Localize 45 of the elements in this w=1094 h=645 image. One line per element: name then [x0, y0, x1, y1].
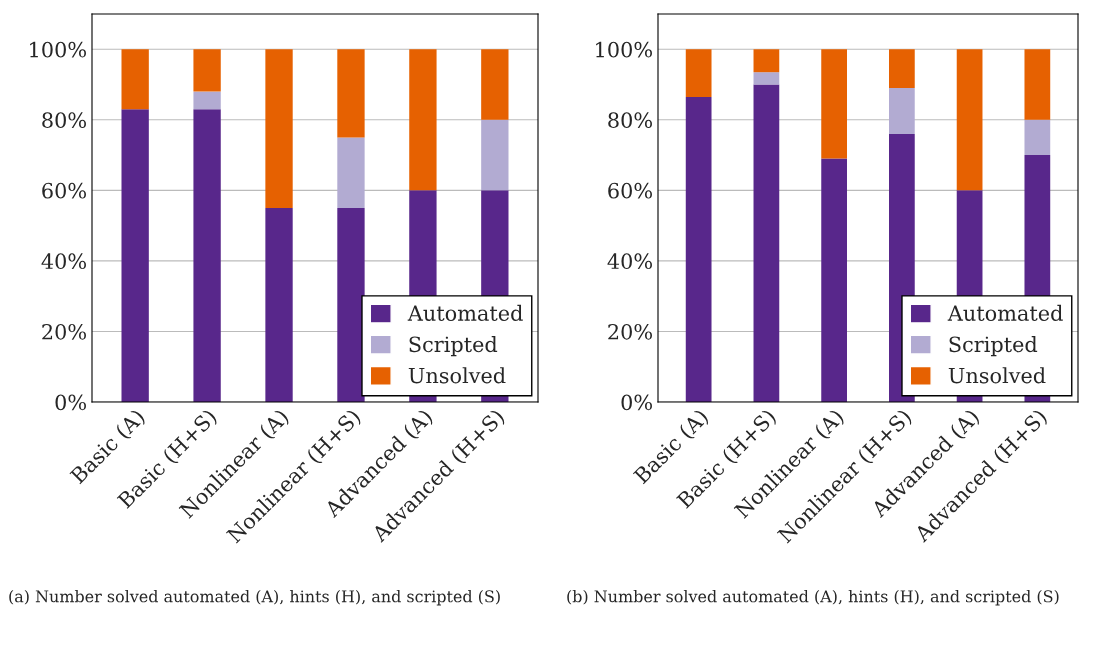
bar	[265, 49, 293, 208]
bar	[481, 119, 509, 191]
bar	[753, 72, 780, 85]
bar	[685, 96, 712, 402]
legend-label: Scripted	[409, 336, 498, 357]
y-tick-label: 80%	[608, 112, 652, 129]
text: (a) Number solved automated (A), hints (H), and scripted (S)	[9, 590, 500, 606]
y-tick-label: 60%	[42, 182, 86, 199]
bar	[337, 137, 365, 208]
y-tick-label: 100%	[30, 41, 86, 58]
bar	[265, 208, 293, 402]
legend-label: Scripted	[949, 336, 1038, 357]
bar	[337, 208, 365, 402]
y-tick-label: 40%	[41, 253, 86, 270]
bar	[409, 49, 437, 191]
y-tick-label: 80%	[42, 112, 86, 129]
y-tick-label: 40%	[607, 253, 652, 270]
bar	[821, 49, 847, 159]
legend-label: Automated	[947, 304, 1063, 321]
bar	[193, 49, 221, 92]
bar	[889, 49, 915, 89]
legend-label: Automated	[407, 304, 523, 321]
y-tick-label: 100%	[596, 41, 652, 58]
bar	[121, 49, 149, 110]
bar	[481, 49, 509, 120]
bar	[753, 49, 780, 73]
bar	[821, 158, 847, 402]
y-tick-label: 0%	[621, 394, 652, 411]
y-tick-label: 20%	[42, 323, 86, 340]
y-tick-label: 0%	[55, 394, 86, 411]
legend-label: Unsolved	[408, 367, 506, 384]
bar	[1024, 49, 1051, 120]
legend-label: Unsolved	[948, 367, 1046, 384]
bar	[337, 49, 365, 138]
bar	[1024, 119, 1051, 156]
y-tick-label: 60%	[608, 182, 652, 199]
y-tick-label: 20%	[608, 323, 652, 340]
text: (b) Number solved automated (A), hints (H), and scripted (S)	[567, 590, 1059, 606]
bar	[753, 84, 780, 402]
bar	[193, 91, 221, 110]
bar	[193, 109, 221, 402]
bar	[956, 49, 983, 191]
bar	[889, 88, 915, 134]
bar	[685, 49, 712, 97]
bar	[121, 109, 149, 402]
